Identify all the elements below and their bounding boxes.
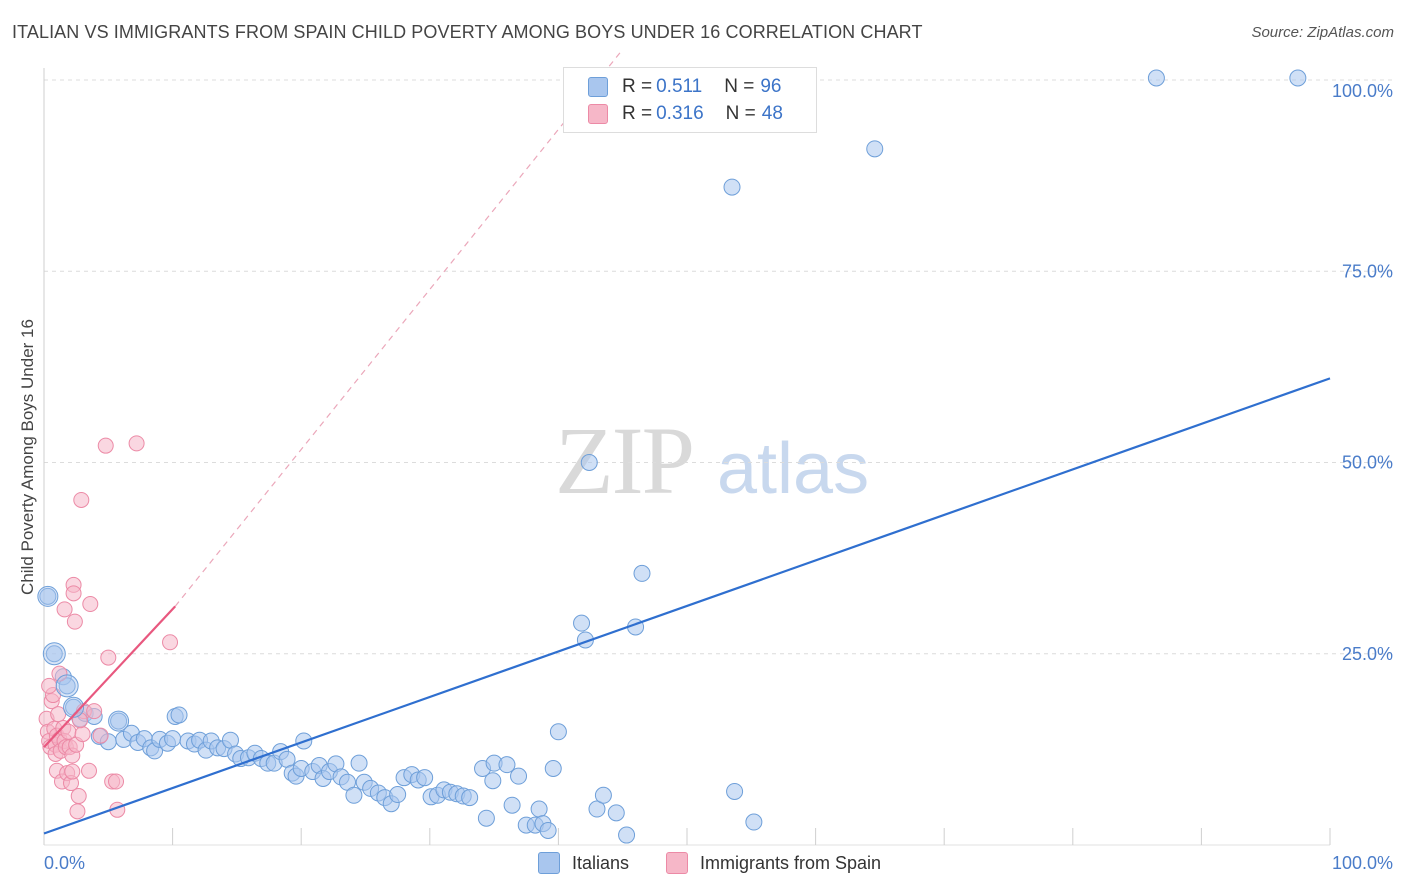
bottom-legend-swatch-italians bbox=[538, 852, 560, 874]
legend-r-value: 0.316 bbox=[656, 103, 704, 124]
italians-point bbox=[389, 786, 407, 804]
italians-point bbox=[544, 760, 562, 777]
spain-point bbox=[108, 773, 125, 790]
italians-point bbox=[63, 696, 85, 718]
italians-point bbox=[633, 564, 651, 582]
spain-point bbox=[56, 601, 73, 618]
chart-title: ITALIAN VS IMMIGRANTS FROM SPAIN CHILD P… bbox=[12, 22, 923, 42]
italians-point bbox=[45, 645, 63, 663]
source-credit: Source: ZipAtlas.com bbox=[1251, 24, 1394, 41]
y-axis-label: Child Poverty Among Boys Under 16 bbox=[18, 319, 37, 595]
x-tick-label: 100.0% bbox=[1332, 853, 1393, 873]
italians-point bbox=[461, 789, 479, 807]
italians-point bbox=[37, 585, 59, 607]
y-tick-label: 75.0% bbox=[1342, 261, 1393, 281]
legend-r-value: 0.511 bbox=[656, 76, 703, 97]
bottom-legend-swatch-spain bbox=[666, 852, 688, 874]
legend-swatch-spain bbox=[588, 104, 608, 124]
bottom-legend-label: Italians bbox=[572, 852, 630, 873]
bottom-legend-label: Immigrants from Spain bbox=[700, 852, 882, 873]
spain-point bbox=[86, 703, 103, 720]
italians-point bbox=[1289, 69, 1307, 87]
bottom-legend-italians[interactable]: Italians bbox=[538, 852, 629, 874]
spain-point bbox=[73, 491, 90, 508]
italians-point bbox=[345, 786, 363, 804]
italians-point bbox=[484, 772, 502, 790]
legend-row-spain: R = 0.316 N = 48 bbox=[588, 101, 783, 127]
legend-n-value: 48 bbox=[761, 103, 783, 124]
spain-point bbox=[65, 585, 82, 602]
stats-legend: R = 0.511 N = 96 R = 0.316 N = 48 bbox=[563, 67, 817, 133]
spain-point bbox=[70, 788, 87, 805]
spain-point bbox=[162, 634, 179, 651]
y-tick-label: 25.0% bbox=[1342, 644, 1393, 664]
italians-point bbox=[498, 756, 516, 774]
italians-point bbox=[416, 769, 434, 787]
spain-point bbox=[82, 596, 99, 613]
italians-point bbox=[530, 800, 548, 818]
spain-point bbox=[100, 649, 117, 666]
legend-r-label: R = bbox=[622, 76, 653, 97]
x-tick-label: 0.0% bbox=[44, 853, 85, 873]
italians-point bbox=[477, 809, 495, 827]
italians-point bbox=[39, 587, 57, 605]
spain-point bbox=[64, 763, 81, 780]
italians-point bbox=[618, 826, 636, 844]
italians-point bbox=[866, 140, 884, 158]
italians-point bbox=[1147, 69, 1165, 87]
spain-point bbox=[50, 706, 67, 723]
spain-trendline bbox=[43, 605, 176, 748]
italians-point bbox=[580, 454, 598, 471]
legend-r-label: R = bbox=[622, 103, 653, 124]
italians-point bbox=[723, 178, 741, 196]
italians-point bbox=[573, 614, 591, 632]
y-tick-label: 100.0% bbox=[1332, 81, 1393, 101]
spain-point bbox=[51, 665, 68, 682]
legend-n-label: N = bbox=[725, 103, 756, 124]
spain-point bbox=[81, 762, 98, 779]
spain-point bbox=[128, 435, 145, 452]
legend-swatch-italians bbox=[588, 77, 608, 97]
italians-point bbox=[549, 723, 567, 741]
italians-point bbox=[110, 712, 128, 730]
spain-point bbox=[97, 437, 114, 454]
italians-point bbox=[510, 767, 528, 785]
watermark-zip: ZIP bbox=[555, 407, 695, 514]
legend-n-label: N = bbox=[724, 76, 755, 97]
italians-point bbox=[539, 821, 557, 839]
legend-row-italians: R = 0.511 N = 96 bbox=[588, 74, 782, 100]
italians-point bbox=[42, 642, 66, 666]
italians-point bbox=[170, 706, 188, 724]
italians-point bbox=[58, 677, 76, 695]
italians-point bbox=[745, 813, 763, 831]
italians-point bbox=[350, 754, 368, 772]
italians-point bbox=[607, 804, 625, 822]
italians-point bbox=[588, 800, 606, 818]
legend-n-value: 96 bbox=[760, 76, 782, 97]
spain-point bbox=[92, 727, 109, 744]
spain-point bbox=[41, 677, 58, 694]
watermark-atlas: atlas bbox=[717, 429, 870, 509]
spain-point bbox=[74, 726, 91, 743]
spain-trendline-extension bbox=[174, 49, 624, 607]
spain-point bbox=[69, 803, 86, 820]
y-tick-label: 50.0% bbox=[1342, 453, 1393, 473]
bottom-legend-spain[interactable]: Immigrants from Spain bbox=[666, 852, 881, 874]
italians-point bbox=[594, 786, 612, 804]
spain-point bbox=[66, 613, 83, 630]
italians-point bbox=[108, 710, 130, 732]
italians-trendline bbox=[43, 377, 1331, 835]
italians-point bbox=[503, 796, 521, 814]
italians-point bbox=[164, 730, 182, 748]
italians-point bbox=[726, 782, 744, 800]
italians-point bbox=[55, 674, 79, 698]
